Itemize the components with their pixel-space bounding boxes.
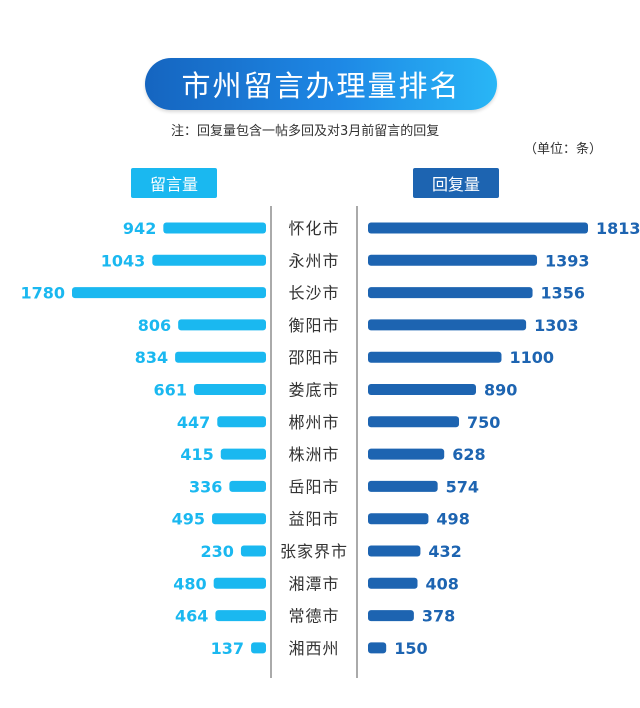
legend-messages: 留言量 xyxy=(131,168,217,198)
data-label-messages: 661 xyxy=(154,381,187,400)
bar-messages xyxy=(251,642,266,654)
bar-messages xyxy=(178,319,266,331)
bar-messages xyxy=(215,610,266,622)
footnote: 注：回复量包含一帖多回及对3月前留言的回复 xyxy=(171,124,440,139)
data-label-replies: 408 xyxy=(426,574,459,593)
category-label: 益阳市 xyxy=(288,510,339,529)
bar-messages xyxy=(175,351,266,363)
bar-messages xyxy=(213,577,266,589)
data-label-replies: 432 xyxy=(428,542,461,561)
data-label-messages: 834 xyxy=(135,348,168,367)
bar-messages xyxy=(220,448,266,460)
data-label-messages: 942 xyxy=(123,219,156,238)
data-label-messages: 1043 xyxy=(101,251,146,270)
data-label-messages: 137 xyxy=(211,639,244,658)
bar-replies xyxy=(368,480,438,492)
data-label-replies: 1100 xyxy=(509,348,554,367)
data-label-replies: 1303 xyxy=(534,316,579,335)
bar-replies xyxy=(368,416,460,428)
data-label-messages: 230 xyxy=(201,542,234,561)
bar-messages xyxy=(152,254,266,266)
data-label-messages: 480 xyxy=(173,574,206,593)
bar-replies xyxy=(368,577,418,589)
data-label-replies: 1813 xyxy=(596,219,640,238)
bar-messages xyxy=(72,287,266,299)
data-label-replies: 750 xyxy=(467,413,500,432)
bar-replies xyxy=(368,351,502,363)
data-label-messages: 806 xyxy=(138,316,171,335)
data-label-messages: 495 xyxy=(172,510,205,529)
chart-title: 市州留言办理量排名 xyxy=(145,58,497,110)
bar-replies xyxy=(368,254,538,266)
data-label-replies: 1393 xyxy=(545,251,590,270)
unit-label: （单位：条） xyxy=(523,142,602,157)
bar-messages xyxy=(163,222,266,234)
category-label: 常德市 xyxy=(288,607,339,626)
data-label-replies: 150 xyxy=(394,639,427,658)
bar-replies xyxy=(368,610,414,622)
bar-replies xyxy=(368,448,445,460)
data-label-messages: 415 xyxy=(180,445,213,464)
category-label: 岳阳市 xyxy=(288,477,339,496)
category-label: 长沙市 xyxy=(288,284,339,303)
bar-replies xyxy=(368,545,421,557)
bar-messages xyxy=(240,545,266,557)
data-label-replies: 890 xyxy=(484,381,517,400)
bar-replies xyxy=(368,287,533,299)
data-label-messages: 336 xyxy=(189,477,222,496)
category-label: 怀化市 xyxy=(288,219,339,238)
category-label: 娄底市 xyxy=(288,381,339,400)
legend-replies: 回复量 xyxy=(413,168,499,198)
data-label-replies: 498 xyxy=(436,510,469,529)
bar-replies xyxy=(368,513,429,525)
data-label-messages: 447 xyxy=(177,413,210,432)
bar-replies xyxy=(368,319,527,331)
bar-replies xyxy=(368,384,476,395)
bar-replies xyxy=(368,222,588,234)
data-label-messages: 464 xyxy=(175,607,208,626)
category-label: 湘潭市 xyxy=(288,574,339,593)
category-label: 张家界市 xyxy=(280,542,348,561)
bar-messages xyxy=(217,416,266,428)
data-label-messages: 1780 xyxy=(20,284,65,303)
category-label: 郴州市 xyxy=(288,413,339,432)
category-label: 株洲市 xyxy=(288,445,339,464)
bar-messages xyxy=(193,384,266,395)
data-label-replies: 574 xyxy=(446,477,479,496)
data-label-replies: 378 xyxy=(422,607,455,626)
bar-replies xyxy=(368,642,387,654)
category-label: 衡阳市 xyxy=(288,316,339,335)
bar-messages xyxy=(229,480,266,492)
category-label: 湘西州 xyxy=(288,639,339,658)
bar-messages xyxy=(212,513,266,525)
data-label-replies: 628 xyxy=(452,445,485,464)
data-label-replies: 1356 xyxy=(541,284,586,303)
category-label: 永州市 xyxy=(288,251,339,270)
category-label: 邵阳市 xyxy=(288,348,339,367)
